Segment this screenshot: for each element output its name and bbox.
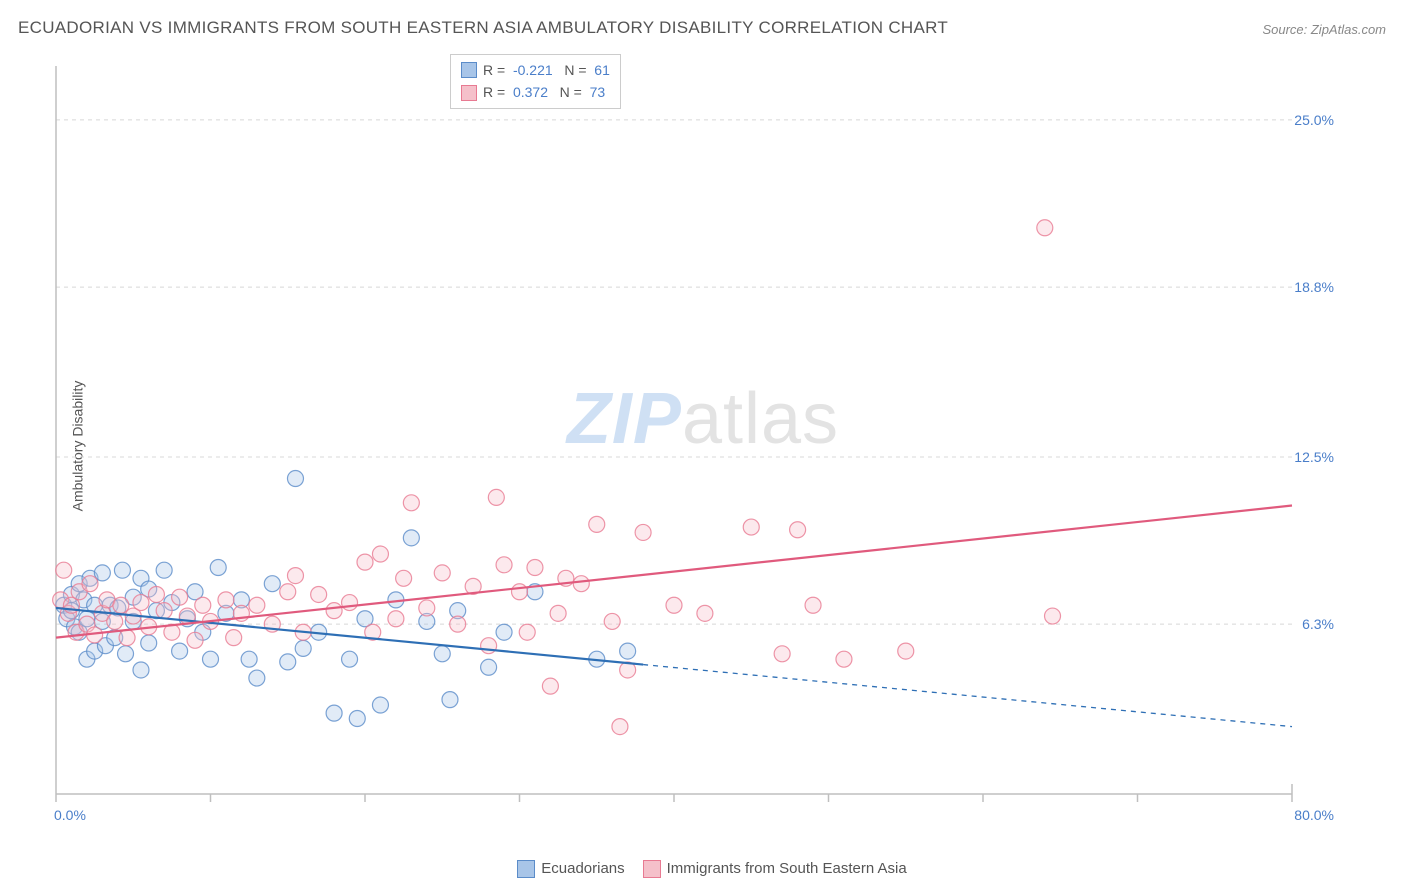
- legend-row: R = -0.221 N = 61: [461, 59, 610, 81]
- chart-title: ECUADORIAN VS IMMIGRANTS FROM SOUTH EAST…: [18, 18, 948, 38]
- svg-text:12.5%: 12.5%: [1294, 449, 1334, 465]
- svg-text:80.0%: 80.0%: [1294, 807, 1334, 823]
- plot-area: 6.3% 12.5% 18.8% 25.0% 0.0% 80.0%: [50, 60, 1340, 830]
- series-swatch: [517, 860, 535, 878]
- series-legend: Ecuadorians Immigrants from South Eastern…: [0, 860, 1406, 878]
- series-label: Ecuadorians: [541, 860, 624, 877]
- source-attribution: Source: ZipAtlas.com: [1262, 22, 1386, 37]
- svg-text:18.8%: 18.8%: [1294, 279, 1334, 295]
- svg-text:6.3%: 6.3%: [1302, 616, 1334, 632]
- series-swatch: [643, 860, 661, 878]
- svg-text:25.0%: 25.0%: [1294, 112, 1334, 128]
- series-label: Immigrants from South Eastern Asia: [667, 860, 907, 877]
- correlation-legend: R = -0.221 N = 61 R = 0.372 N = 73: [450, 54, 621, 109]
- scatter-chart: 6.3% 12.5% 18.8% 25.0% 0.0% 80.0%: [50, 60, 1340, 830]
- series-swatch: [461, 85, 477, 101]
- legend-row: R = 0.372 N = 73: [461, 81, 610, 103]
- series-swatch: [461, 62, 477, 78]
- svg-text:0.0%: 0.0%: [54, 807, 86, 823]
